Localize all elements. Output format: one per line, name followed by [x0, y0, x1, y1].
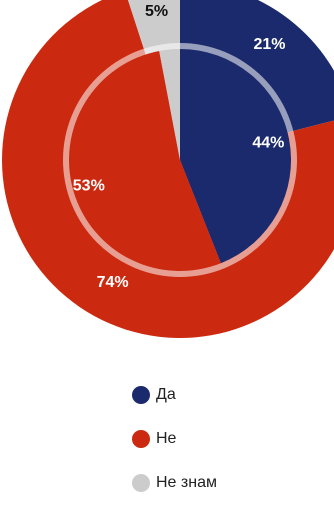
legend-swatch-ne	[132, 430, 150, 448]
inner-label-da: 44%	[252, 134, 284, 151]
outer-label-ne: 74%	[97, 274, 129, 291]
outer-label-da: 21%	[253, 36, 285, 53]
inner-slice-ne	[69, 50, 221, 272]
legend-label-ne: Не	[156, 430, 177, 447]
legend-item-ne: Не	[132, 428, 217, 450]
inner-slice-ne-znam	[159, 49, 180, 160]
outer-slice-ne-znam	[128, 0, 180, 160]
inner-slice-da	[180, 49, 292, 264]
legend-item-ne-znam: Не знам	[132, 472, 217, 494]
legend-label-da: Да	[156, 386, 176, 403]
legend-label-ne-znam: Не знам	[156, 474, 217, 491]
legend: Да Не Не знам	[132, 384, 217, 516]
donut-chart: 21% 74% 5% 44% 53%	[2, 0, 334, 338]
inner-label-ne: 53%	[73, 178, 105, 195]
legend-swatch-da	[132, 386, 150, 404]
legend-item-da: Да	[132, 384, 217, 406]
chart: 21% 74% 5% 44% 53% Да Не Не знам	[2, 0, 334, 492]
legend-swatch-ne-znam	[132, 474, 150, 492]
outer-label-ne-znam: 5%	[145, 3, 168, 20]
